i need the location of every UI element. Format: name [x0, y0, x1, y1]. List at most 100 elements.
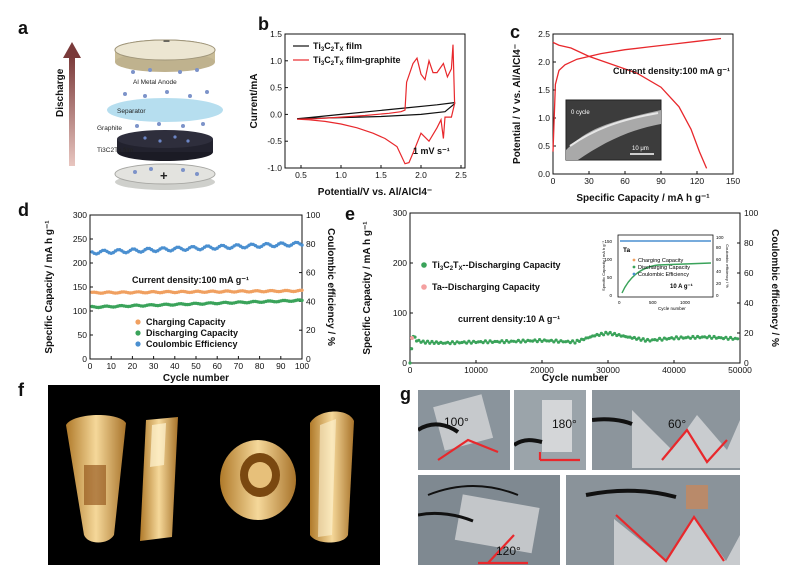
chart-e-xtick-label: 10000	[464, 365, 488, 375]
chart-b-ytick-label: 1.0	[270, 56, 282, 66]
chart-c-sem-inset: 0 cycle 10 μm	[565, 99, 662, 161]
chart-e-point-ti3c2tx	[667, 336, 671, 341]
inset-annotation: 10 A g⁻¹	[670, 283, 693, 290]
chart-e-point-ti3c2tx	[533, 338, 537, 342]
rolled-film-tube-1	[140, 417, 178, 541]
chart-e-point-ti3c2tx	[721, 337, 726, 341]
chart-b-ytick-label: -1.0	[267, 163, 282, 173]
inset-xtick-2: 1000	[680, 300, 691, 305]
chart-d-current-density: Current density:100 mA g⁻¹	[132, 275, 249, 285]
chart-e-point-ti3c2tx	[729, 335, 733, 340]
chart-e-point-ti3c2tx	[446, 340, 450, 344]
chart-e-xtick-label: 30000	[596, 365, 620, 375]
chart-e-point-ti3c2tx	[490, 340, 495, 344]
chart-c-xlabel: Specific Capacity / mA h g⁻¹	[576, 193, 710, 204]
inset-ytick-1: 50	[607, 275, 613, 280]
chart-e-point-ti3c2tx	[488, 339, 492, 343]
photo-f-rolled-films	[48, 385, 380, 565]
chart-e-point-ti3c2tx	[448, 342, 452, 346]
chart-e-point-ti3c2tx	[626, 335, 630, 339]
chart-e-point-ti3c2tx	[472, 339, 476, 343]
panel-label-b: b	[258, 14, 269, 34]
chart-b-ytick-label: 1.5	[270, 29, 282, 39]
chart-e-point-ti3c2tx	[705, 336, 709, 340]
sem-scale-label: 10 μm	[632, 146, 649, 152]
chart-e-point-ti3c2tx	[726, 337, 730, 341]
inset-xlabel: Cycle number	[658, 306, 686, 311]
chart-c-ytick-label: 1.5	[538, 85, 550, 95]
chart-d-xtick-label: 10	[106, 361, 116, 371]
chart-e-point-ti3c2tx	[549, 338, 553, 342]
chart-e-ytick-label: 0	[402, 358, 407, 368]
layer-label-separator: Separator	[117, 108, 146, 115]
chart-e-point-ti3c2tx	[632, 335, 636, 340]
photo-g-bend-zigzag	[566, 475, 740, 565]
chart-e-point-ti3c2tx	[602, 333, 606, 337]
chart-e-point-ti3c2tx	[582, 338, 586, 342]
chart-e-point-ti3c2tx	[677, 337, 681, 341]
chart-e-point-ti3c2tx	[672, 337, 676, 341]
layer-label-anode: Al Metal Anode	[133, 79, 177, 86]
chart-e-point-ti3c2tx	[655, 338, 659, 342]
chart-d-ytick-label: 100	[73, 306, 87, 316]
chart-e-y2tick-label: 60	[744, 268, 754, 278]
chart-d-ytick-label: 250	[73, 234, 87, 244]
chart-b-xlabel: Potential/V vs. Al/AlCl4⁻	[318, 187, 432, 198]
chart-e-point-ti3c2tx	[505, 339, 509, 343]
panel-label-c: c	[510, 22, 521, 42]
chart-e-point-ti3c2tx	[512, 339, 516, 343]
chart-c-ytick-label: 1.0	[538, 113, 550, 123]
chart-e-point-ti3c2tx	[686, 335, 690, 339]
chart-b-xtick-label: 2.5	[455, 170, 467, 180]
angle-label-180: 180°	[552, 417, 577, 431]
angle-label-60: 60°	[668, 417, 686, 431]
inset-xtick-1: 500	[649, 300, 657, 305]
film-disk	[114, 163, 216, 185]
chart-e-point-ti3c2tx	[681, 336, 685, 340]
chart-e-point-ti3c2tx	[426, 339, 430, 343]
chart-e-point-ti3c2tx	[608, 330, 612, 335]
chart-c-ytick-label: 0.5	[538, 141, 550, 151]
discharge-label: Discharge	[55, 68, 66, 117]
chart-e-point-ti3c2tx	[423, 341, 427, 345]
legend-e-ti3c2tx: Ti3C2TX--Discharging Capacity	[432, 260, 561, 272]
chart-e-point-ti3c2tx	[528, 339, 532, 343]
chart-e-frame	[409, 212, 741, 364]
chart-e-point-ti3c2tx	[469, 341, 473, 345]
chart-c-ytick-label: 2.5	[538, 29, 550, 39]
chart-e-point-ti3c2tx	[650, 338, 654, 342]
chart-e-point-ti3c2tx	[660, 338, 664, 342]
inset-ylabel: Specific Capacity / mA h g⁻¹	[601, 240, 606, 291]
chart-e-point-ti3c2tx	[568, 341, 572, 345]
chart-e-point-ti3c2tx	[653, 338, 657, 342]
chart-e-y2tick-label: 20	[744, 328, 754, 338]
chart-e-point-ti3c2tx	[467, 339, 471, 343]
inset-y2tick-1: 20	[716, 281, 722, 286]
chart-e-point-ti3c2tx	[688, 336, 693, 340]
chart-e-point-ti3c2tx	[474, 340, 478, 345]
chart-e-point-ti3c2tx	[535, 340, 539, 344]
chart-e-point-ti3c2tx	[577, 339, 581, 343]
chart-e-point-ti3c2tx	[410, 347, 414, 351]
chart-e-point-ti3c2tx	[643, 339, 647, 343]
chart-d-cycling: 0 10 20 30 40 50 60 70 80 90 100050100150200250300…	[44, 210, 336, 383]
chart-e-point-ti3c2tx	[545, 339, 549, 343]
chart-d-xtick-label: 90	[276, 361, 286, 371]
chart-e-point-ti3c2tx	[493, 339, 497, 344]
chart-e-point-ti3c2tx	[453, 342, 457, 346]
chart-e-point-ti3c2tx	[498, 340, 502, 344]
inset-e-label: Ta	[623, 247, 630, 254]
chart-e-point-ti3c2tx	[707, 334, 711, 338]
chart-b-series-0	[296, 101, 456, 120]
inset-y2label: Coulombic efficiency / %	[725, 244, 730, 288]
chart-e-point-ti3c2tx	[540, 339, 544, 343]
graphite-disk	[117, 130, 213, 148]
chart-b-ytick-label: 0.0	[270, 109, 282, 119]
chart-e-point-ti3c2tx	[408, 361, 412, 365]
chart-d-point-2	[300, 243, 304, 247]
chart-e-point-ti3c2tx	[646, 337, 650, 342]
chart-c-xtick-label: 120	[690, 176, 704, 186]
inset-legend-1: Discharging Capacity	[638, 265, 690, 271]
chart-e-ylabel: Specific Capacity / mA h g⁻¹	[362, 221, 373, 355]
chart-e-point-ti3c2tx	[483, 339, 487, 343]
